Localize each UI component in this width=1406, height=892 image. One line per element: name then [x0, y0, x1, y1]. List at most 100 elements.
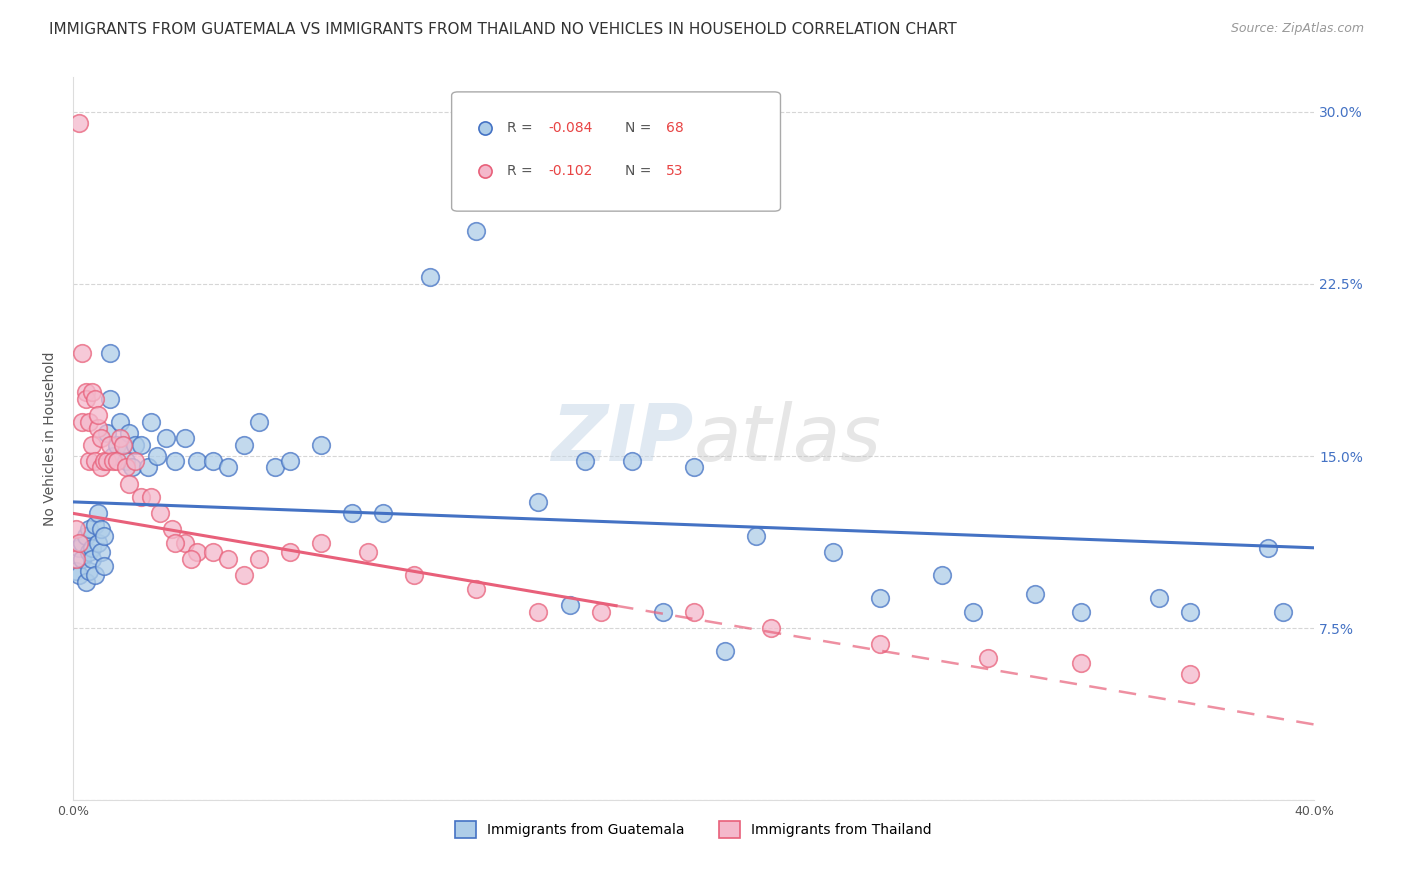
Point — [80, 552, 103, 566]
Point — [574, 453, 596, 467]
Point — [201, 545, 224, 559]
Point — [87, 536, 110, 550]
Text: -0.084: -0.084 — [548, 121, 593, 135]
Point — [67, 568, 90, 582]
Point — [139, 491, 162, 505]
Point — [682, 605, 704, 619]
Point — [103, 449, 125, 463]
Point — [80, 541, 103, 555]
Point — [247, 415, 270, 429]
Point — [105, 453, 128, 467]
Point — [465, 582, 488, 596]
Point — [713, 644, 735, 658]
Point — [311, 536, 333, 550]
Point — [1024, 587, 1046, 601]
Point — [77, 415, 100, 429]
Point — [232, 568, 254, 582]
Point — [744, 529, 766, 543]
Point — [77, 564, 100, 578]
Point — [165, 536, 187, 550]
Point — [342, 507, 364, 521]
Point — [131, 491, 153, 505]
Point — [114, 460, 136, 475]
Point — [173, 536, 195, 550]
Point — [977, 651, 1000, 665]
Point — [90, 523, 112, 537]
Point — [67, 536, 90, 550]
Point — [72, 536, 94, 550]
Point — [131, 437, 153, 451]
Point — [149, 507, 172, 521]
Text: -0.102: -0.102 — [548, 164, 593, 178]
Point — [108, 415, 131, 429]
Point — [931, 568, 953, 582]
Point — [1257, 541, 1279, 555]
Point — [93, 453, 115, 467]
Point — [1272, 605, 1295, 619]
Point — [186, 545, 208, 559]
Point — [278, 545, 301, 559]
Point — [136, 460, 159, 475]
Point — [87, 507, 110, 521]
Point — [162, 523, 184, 537]
Point — [103, 453, 125, 467]
Point — [465, 224, 488, 238]
Point — [98, 345, 121, 359]
Point — [72, 345, 94, 359]
Point — [118, 476, 141, 491]
Point — [83, 453, 105, 467]
Point — [1070, 656, 1092, 670]
Point — [72, 415, 94, 429]
Point — [77, 453, 100, 467]
Point — [67, 541, 90, 555]
Point — [217, 460, 239, 475]
Point — [558, 598, 581, 612]
Point — [65, 552, 87, 566]
Point — [72, 552, 94, 566]
Point — [651, 605, 673, 619]
Point — [962, 605, 984, 619]
Point — [65, 564, 87, 578]
Text: R =: R = — [508, 164, 537, 178]
Point — [124, 437, 146, 451]
Point — [75, 384, 97, 399]
Point — [1147, 591, 1170, 606]
Point — [111, 437, 134, 451]
Point — [278, 453, 301, 467]
Point — [1178, 667, 1201, 681]
Point — [90, 431, 112, 445]
Point — [373, 507, 395, 521]
Point — [311, 437, 333, 451]
Point — [217, 552, 239, 566]
Point — [80, 384, 103, 399]
Point — [620, 453, 643, 467]
Text: ZIP: ZIP — [551, 401, 693, 477]
Point — [139, 415, 162, 429]
Point — [357, 545, 380, 559]
Point — [869, 637, 891, 651]
Point — [83, 517, 105, 532]
Point — [180, 552, 202, 566]
Point — [527, 495, 550, 509]
Text: R =: R = — [508, 121, 537, 135]
Point — [232, 437, 254, 451]
Point — [65, 523, 87, 537]
Point — [93, 529, 115, 543]
FancyBboxPatch shape — [451, 92, 780, 211]
Point — [823, 545, 845, 559]
Y-axis label: No Vehicles in Household: No Vehicles in Household — [44, 351, 58, 526]
Point — [96, 426, 118, 441]
Point — [105, 437, 128, 451]
Point — [67, 116, 90, 130]
Point — [682, 460, 704, 475]
Point — [869, 591, 891, 606]
Point — [83, 392, 105, 406]
Point — [247, 552, 270, 566]
Point — [98, 437, 121, 451]
Point — [111, 437, 134, 451]
Point — [87, 408, 110, 422]
Point — [263, 460, 285, 475]
Point — [165, 453, 187, 467]
Text: N =: N = — [626, 164, 657, 178]
Point — [90, 545, 112, 559]
